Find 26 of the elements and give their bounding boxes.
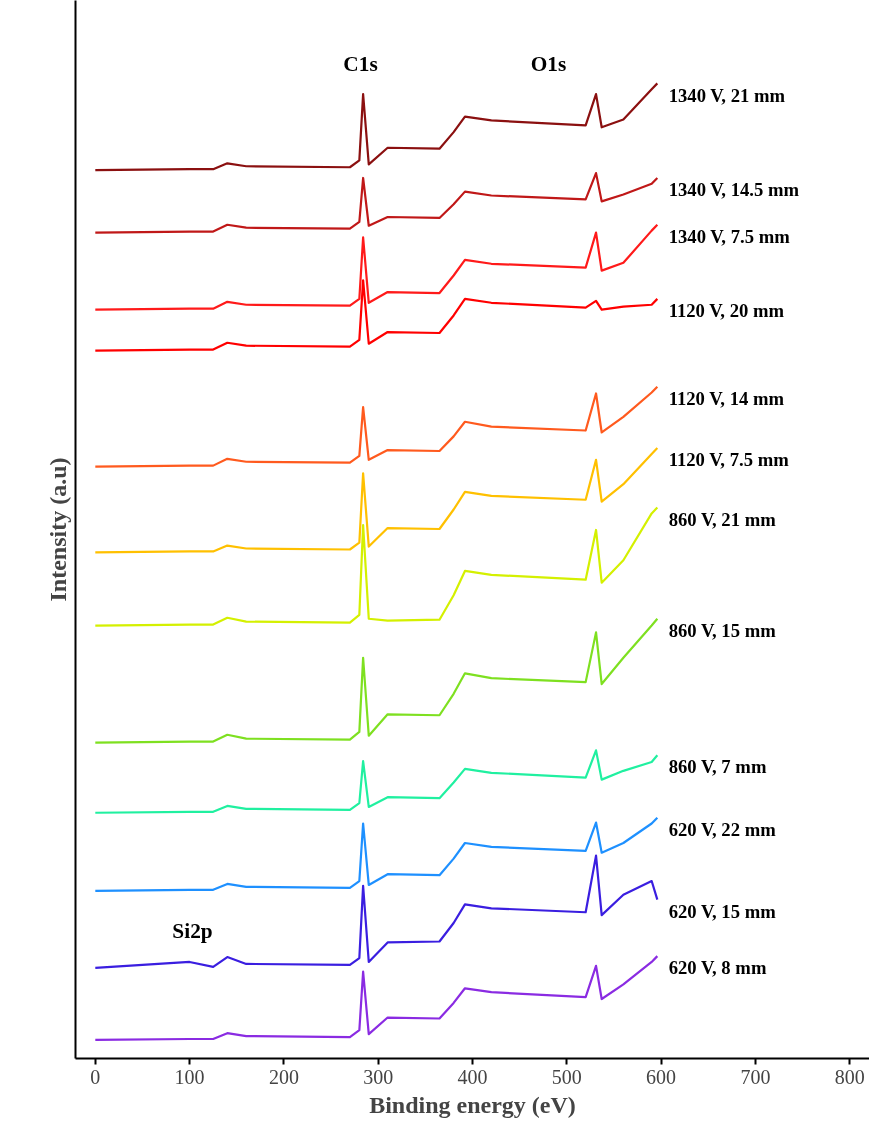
series-label: 860 V, 15 mm <box>668 619 777 641</box>
x-tick-label: 300 <box>363 1065 394 1088</box>
series-label: 1120 V, 14 mm <box>668 387 785 409</box>
series-label: 620 V, 15 mm <box>668 900 777 922</box>
series-label: 620 V, 22 mm <box>668 818 777 840</box>
series-label: 860 V, 21 mm <box>668 508 777 530</box>
series-label: 1120 V, 7.5 mm <box>668 449 790 471</box>
x-tick-label: 600 <box>646 1065 677 1088</box>
series-label: 620 V, 8 mm <box>668 957 767 979</box>
y-axis-title: Intensity (a.u) <box>44 457 71 602</box>
x-tick-label: 0 <box>90 1065 101 1088</box>
x-tick-label: 100 <box>174 1065 205 1088</box>
series-label: 1120 V, 20 mm <box>668 300 785 322</box>
series-label: 1340 V, 14.5 mm <box>668 179 800 201</box>
x-tick-label: 700 <box>740 1065 771 1088</box>
x-tick-label: 500 <box>551 1065 582 1088</box>
series-label: 860 V, 7 mm <box>668 756 767 778</box>
text: C1s <box>343 51 378 76</box>
annotation: Si2p <box>172 918 213 943</box>
x-tick-label: 400 <box>457 1065 488 1088</box>
x-axis-title: Binding energy (eV) <box>369 1091 576 1118</box>
series-label: 1340 V, 7.5 mm <box>668 225 791 247</box>
x-tick-label: 200 <box>268 1065 299 1088</box>
series-label: 1340 V, 21 mm <box>668 84 786 106</box>
x-tick-label: 800 <box>834 1065 865 1088</box>
text: O1s <box>530 51 567 76</box>
